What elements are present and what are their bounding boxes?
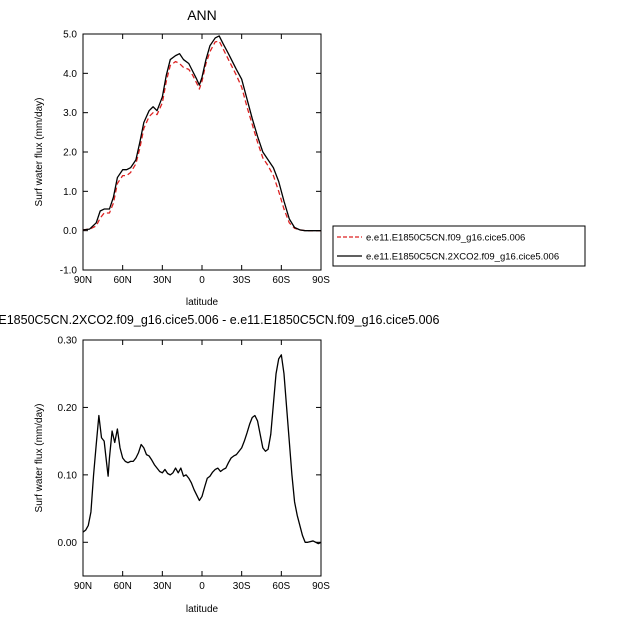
- top-chart-title: ANN: [187, 7, 217, 23]
- top-panel: ANN 90N 60N 30N 0 30S 60S 90S -1.0 0.0 1.0 2.0 3.0 4…: [34, 7, 330, 308]
- legend: e.e11.E1850C5CN.f09_g16.cice5.006 e.e11.…: [332, 225, 586, 267]
- bottom-x-axis-label: latitude: [186, 604, 219, 615]
- x-tick-label-0-6: 90S: [312, 275, 330, 286]
- bottom-panel: e.e11.E1850C5CN.2XCO2.f09_g16.cice5.006 …: [0, 313, 439, 615]
- top-plot-area: 90N 60N 30N 0 30S 60S 90S -1.0 0.0 1.0 2.0 3.0 4.0 5.…: [60, 30, 330, 287]
- x-tick-label-0-1: 60N: [113, 275, 131, 286]
- y-tick-label-0-1: 0.0: [63, 226, 77, 237]
- plot-frame-0: [82, 33, 322, 271]
- x-tick-label-1-2: 30N: [153, 581, 171, 592]
- x-tick-label-0-3: 0: [199, 275, 205, 286]
- legend-label-control: e.e11.E1850C5CN.f09_g16.cice5.006: [366, 233, 525, 244]
- legend-box: [332, 225, 586, 267]
- series-line-0-0: [82, 40, 321, 232]
- y-tick-label-0-3: 2.0: [63, 148, 77, 159]
- y-tick-label-0-2: 1.0: [63, 187, 77, 198]
- y-tick-label-0-4: 3.0: [63, 108, 77, 119]
- x-tick-label-0-4: 30S: [233, 275, 251, 286]
- x-tick-label-0-5: 60S: [272, 275, 290, 286]
- x-tick-label-0-0: 90N: [74, 275, 92, 286]
- top-y-axis-label: Surf water flux (mm/day): [34, 98, 45, 207]
- y-tick-label-1-1: 0.10: [58, 470, 78, 481]
- top-x-axis-label: latitude: [186, 297, 219, 308]
- x-tick-label-1-1: 60N: [113, 581, 131, 592]
- plot-frame-1: [82, 339, 322, 577]
- x-tick-label-0-2: 30N: [153, 275, 171, 286]
- series-line-0-1: [82, 35, 321, 232]
- x-tick-label-1-4: 30S: [233, 581, 251, 592]
- x-tick-label-1-3: 0: [199, 581, 205, 592]
- bottom-y-axis-label: Surf water flux (mm/day): [34, 404, 45, 513]
- y-tick-label-0-5: 4.0: [63, 69, 77, 80]
- y-tick-label-0-0: -1.0: [60, 266, 78, 277]
- y-tick-label-1-2: 0.20: [58, 403, 78, 414]
- bottom-chart-title: e.e11.E1850C5CN.2XCO2.f09_g16.cice5.006 …: [0, 313, 439, 327]
- x-tick-label-1-0: 90N: [74, 581, 92, 592]
- legend-label-2xco2: e.e11.E1850C5CN.2XCO2.f09_g16.cice5.006: [366, 252, 559, 263]
- series-line-1-0: [82, 354, 322, 545]
- bottom-plot-area: 90N 60N 30N 0 30S 60S 90S 0.00 0.10 0.20 0.30: [58, 336, 331, 593]
- y-tick-label-1-3: 0.30: [58, 336, 78, 347]
- y-tick-label-1-0: 0.00: [58, 538, 78, 549]
- y-tick-label-0-6: 5.0: [63, 30, 77, 41]
- x-tick-label-1-5: 60S: [272, 581, 290, 592]
- x-tick-label-1-6: 90S: [312, 581, 330, 592]
